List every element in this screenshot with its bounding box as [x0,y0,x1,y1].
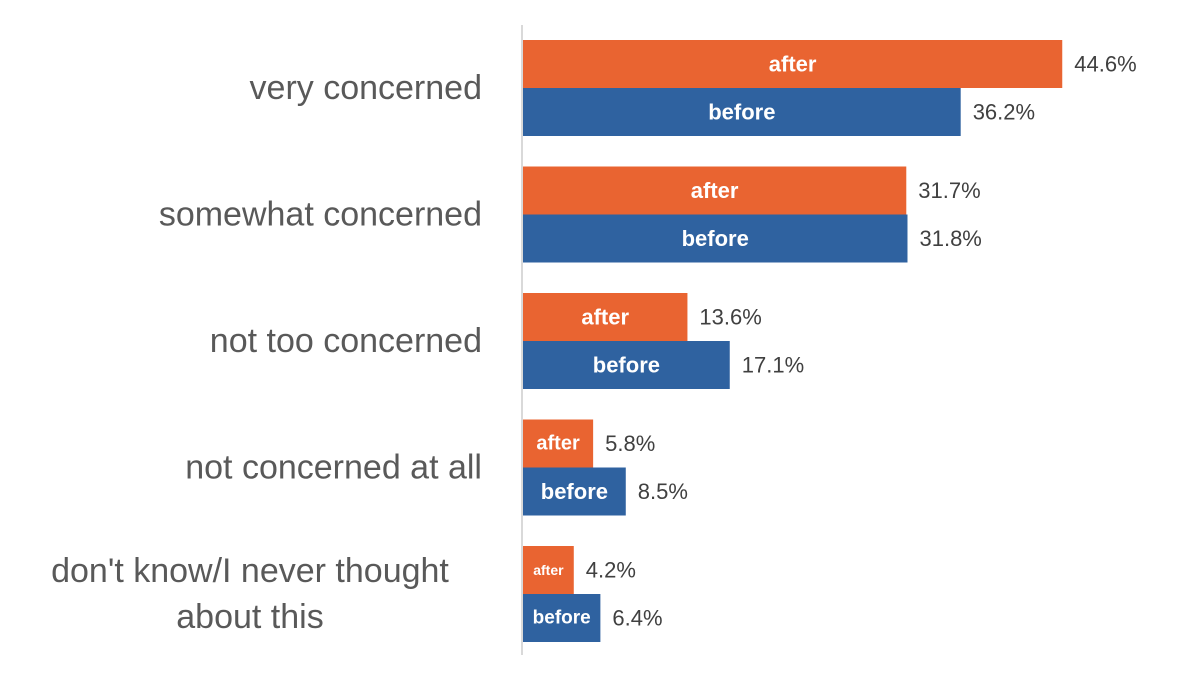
category-label-line: somewhat concerned [159,196,482,234]
bar-value-label: 8.5% [638,479,688,504]
bar-before [523,88,961,136]
category-label-line: not concerned at all [185,449,482,487]
bar-before [523,341,730,389]
bar-value-label: 5.8% [605,431,655,456]
bar-series-label: after [536,433,580,455]
bar-after [523,546,574,594]
bar-series-label: before [593,353,660,378]
bars: after 44.6% before 36.2% after 31.7% before 31.… [523,40,1137,642]
bar-value-label: 36.2% [973,100,1035,125]
bar-after [523,40,1063,88]
bar-after [523,166,907,215]
bar-series-label: after [691,178,739,203]
category-label-line: don't know/I never thought [51,552,449,590]
category-label-line: not too concerned [210,322,482,360]
bar-series-label: before [541,479,608,504]
category-label-line: about this [176,598,323,636]
category-label-line: very concerned [250,69,482,107]
category-label: not concerned at all [185,449,482,487]
bar-series-label: after [769,52,817,77]
category-label: not too concerned [210,322,482,360]
category-label: very concerned [250,69,482,107]
bar-series-label: after [533,562,564,578]
bar-series-label: after [581,305,629,330]
bar-value-label: 44.6% [1074,52,1136,77]
bar-value-label: 13.6% [699,305,761,330]
bar-value-label: 17.1% [742,353,804,378]
bar-value-label: 4.2% [586,558,636,583]
bar-before [523,594,601,642]
bar-after [523,419,594,468]
category-labels: very concerned somewhat concerned not too … [51,69,482,636]
category-label: somewhat concerned [159,196,482,234]
bar-series-label: before [533,608,591,629]
bar-value-label: 6.4% [612,606,662,631]
bar-before [523,467,626,516]
category-label: don't know/I never thought about this [51,552,449,636]
bar-series-label: before [708,100,775,125]
bar-series-label: before [682,226,749,251]
bar-after [523,293,688,341]
bar-before [523,214,908,263]
bar-value-label: 31.8% [919,226,981,251]
bar-value-label: 31.7% [918,178,980,203]
